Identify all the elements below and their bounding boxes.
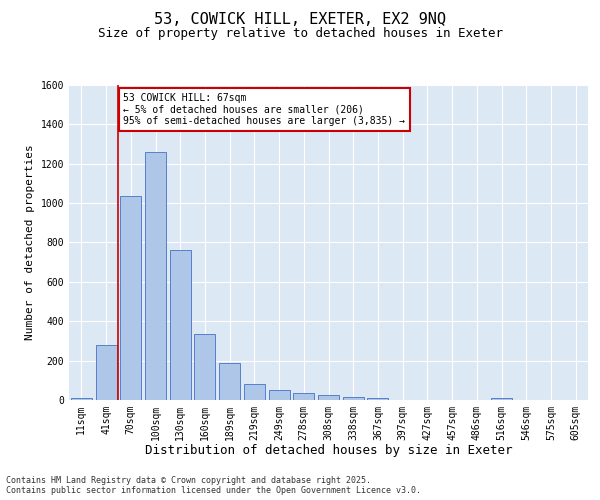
Bar (269, 390, 290, 400)
Y-axis label: Number of detached properties: Number of detached properties (25, 144, 35, 340)
Bar (71, 398, 92, 400)
Text: 53 COWICK HILL: 67sqm
← 5% of detached houses are smaller (206)
95% of semi-deta: 53 COWICK HILL: 67sqm ← 5% of detached h… (124, 93, 406, 126)
X-axis label: Distribution of detached houses by size in Exeter: Distribution of detached houses by size … (145, 444, 512, 458)
Bar (170, 250, 191, 400)
Text: 53, COWICK HILL, EXETER, EX2 9NQ: 53, COWICK HILL, EXETER, EX2 9NQ (154, 12, 446, 28)
Text: Size of property relative to detached houses in Exeter: Size of property relative to detached ho… (97, 28, 503, 40)
Bar (491, 398, 512, 400)
Text: Contains HM Land Registry data © Crown copyright and database right 2025.
Contai: Contains HM Land Registry data © Crown c… (6, 476, 421, 495)
Bar (95, 345, 116, 400)
Bar (343, 397, 364, 400)
Bar (318, 395, 339, 400)
Bar (293, 392, 314, 400)
Bar (244, 384, 265, 400)
Bar (145, 152, 166, 400)
Bar (367, 398, 388, 400)
Bar (120, 196, 141, 400)
Bar (219, 362, 240, 400)
Bar (194, 334, 215, 400)
